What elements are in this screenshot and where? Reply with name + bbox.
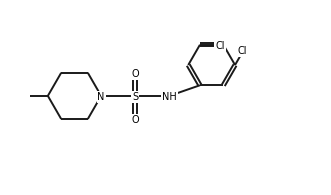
Text: S: S <box>132 92 138 102</box>
Text: N: N <box>97 92 105 102</box>
Text: NH: NH <box>162 92 177 102</box>
Text: O: O <box>131 115 139 125</box>
Text: Cl: Cl <box>215 41 225 51</box>
Text: Cl: Cl <box>237 46 247 56</box>
Text: O: O <box>131 69 139 79</box>
